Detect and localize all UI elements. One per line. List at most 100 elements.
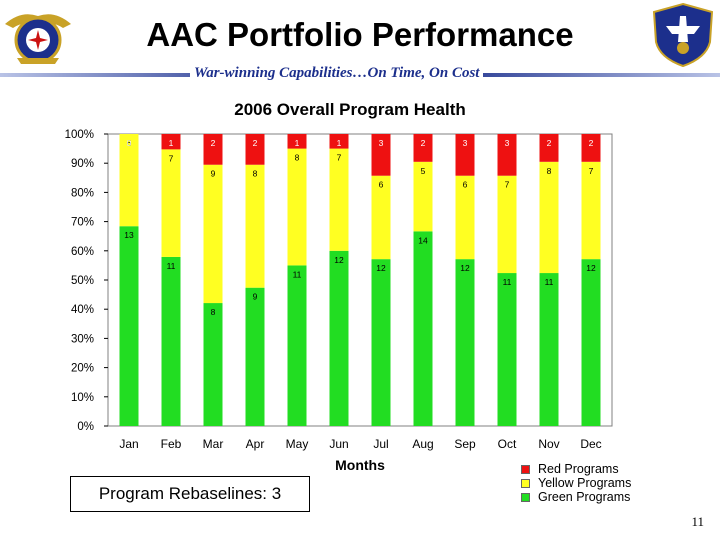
bar-segment-yellow bbox=[161, 149, 181, 257]
data-label-green: 11 bbox=[293, 269, 302, 279]
bar-segment-green bbox=[455, 259, 475, 426]
bar-segment-green bbox=[581, 259, 601, 426]
data-label-yellow: 5 bbox=[421, 166, 426, 176]
bar-segment-red bbox=[245, 134, 265, 165]
data-label-yellow: 8 bbox=[253, 169, 258, 179]
bar-segment-red bbox=[455, 134, 475, 176]
data-label-green: 11 bbox=[545, 277, 554, 287]
data-label-red: 1 bbox=[295, 138, 300, 148]
x-tick-label: Jun bbox=[329, 437, 348, 451]
y-tick-label: 80% bbox=[71, 187, 94, 199]
bar-segment-yellow bbox=[329, 148, 349, 251]
y-tick-label: 70% bbox=[71, 217, 94, 229]
bar-segment-red bbox=[581, 134, 601, 162]
x-tick-label: Jan bbox=[119, 437, 138, 451]
bar-segment-yellow bbox=[119, 134, 139, 227]
bar-segment-green bbox=[539, 273, 559, 426]
legend-swatch-red bbox=[521, 464, 530, 474]
legend-item-green: Green Programs bbox=[521, 490, 631, 504]
y-tick-label: 40% bbox=[71, 304, 94, 316]
aac-command-emblem bbox=[5, 14, 71, 64]
chart-title: 2006 Overall Program Health bbox=[234, 100, 466, 119]
legend-swatch-green bbox=[521, 492, 530, 502]
legend-swatch-yellow bbox=[521, 478, 530, 488]
bar-segment-yellow bbox=[539, 161, 559, 274]
data-label-red: 1 bbox=[169, 138, 174, 148]
data-label-red: 3 bbox=[505, 138, 510, 148]
bar-segment-green bbox=[413, 231, 433, 426]
data-label-green: 8 bbox=[211, 307, 216, 317]
y-tick-label: 100% bbox=[65, 129, 94, 141]
data-label-yellow: 7 bbox=[169, 153, 174, 163]
bar-segment-yellow bbox=[287, 148, 307, 266]
bar-segment-yellow bbox=[413, 161, 433, 232]
data-label-red: 2 bbox=[211, 138, 216, 148]
bar-segment-yellow bbox=[371, 175, 391, 260]
bar-segment-green bbox=[287, 265, 307, 426]
bar-segment-green bbox=[497, 273, 517, 426]
bar-segment-yellow bbox=[245, 164, 265, 288]
data-label-yellow: 6 bbox=[463, 180, 468, 190]
data-label-yellow: 8 bbox=[547, 166, 552, 176]
data-label-red: 0 bbox=[127, 138, 132, 148]
x-tick-label: May bbox=[286, 437, 309, 451]
bar-segment-green bbox=[329, 250, 349, 426]
y-tick-label: 0% bbox=[77, 421, 94, 433]
x-axis-title: Months bbox=[335, 457, 385, 473]
x-tick-label: Dec bbox=[580, 437, 601, 451]
data-label-yellow: 6 bbox=[127, 138, 132, 148]
data-label-green: 12 bbox=[376, 263, 386, 273]
data-label-green: 12 bbox=[586, 263, 596, 273]
data-label-red: 3 bbox=[379, 138, 384, 148]
bar-segment-yellow bbox=[203, 164, 223, 304]
x-tick-label: Mar bbox=[203, 437, 224, 451]
bar-segment-green bbox=[245, 287, 265, 426]
page-number: 11 bbox=[691, 514, 704, 529]
x-tick-label: Oct bbox=[498, 437, 517, 451]
air-armament-center-emblem bbox=[652, 2, 714, 68]
bar-segment-yellow bbox=[455, 175, 475, 260]
rebaseline-box: Program Rebaselines: 3 bbox=[70, 476, 310, 512]
bar-segment-red bbox=[497, 134, 517, 176]
bar-segment-red bbox=[539, 134, 559, 162]
y-tick-label: 30% bbox=[71, 333, 94, 345]
bar-segment-green bbox=[203, 303, 223, 426]
data-label-green: 12 bbox=[460, 263, 470, 273]
data-label-yellow: 7 bbox=[337, 153, 342, 163]
chart-legend: Red Programs Yellow Programs Green Progr… bbox=[521, 462, 631, 504]
bar-segment-green bbox=[161, 256, 181, 426]
x-tick-label: Feb bbox=[161, 437, 182, 451]
x-tick-label: Aug bbox=[412, 437, 433, 451]
data-label-red: 2 bbox=[589, 138, 594, 148]
x-tick-label: Nov bbox=[538, 437, 559, 451]
y-tick-label: 60% bbox=[71, 246, 94, 258]
x-tick-label: Sep bbox=[454, 437, 476, 451]
data-label-yellow: 7 bbox=[589, 166, 594, 176]
bar-segment-red bbox=[329, 134, 349, 149]
legend-label-green: Green Programs bbox=[538, 490, 631, 504]
data-label-red: 2 bbox=[421, 138, 426, 148]
y-tick-label: 20% bbox=[71, 363, 94, 375]
bar-segment-green bbox=[371, 259, 391, 426]
data-label-green: 12 bbox=[334, 255, 344, 265]
data-label-green: 13 bbox=[124, 230, 134, 240]
data-label-red: 3 bbox=[463, 138, 468, 148]
data-label-yellow: 8 bbox=[295, 153, 300, 163]
x-tick-label: Apr bbox=[246, 437, 265, 451]
bar-segment-yellow bbox=[581, 161, 601, 260]
legend-item-yellow: Yellow Programs bbox=[521, 476, 631, 490]
data-label-yellow: 6 bbox=[379, 180, 384, 190]
y-tick-label: 50% bbox=[71, 275, 94, 287]
y-tick-label: 10% bbox=[71, 392, 94, 404]
data-label-red: 2 bbox=[253, 138, 258, 148]
bar-segment-red bbox=[161, 134, 181, 150]
bar-segment-green bbox=[119, 226, 139, 426]
y-tick-label: 90% bbox=[71, 158, 94, 170]
bar-segment-yellow bbox=[497, 175, 517, 274]
data-label-yellow: 7 bbox=[505, 180, 510, 190]
data-label-red: 1 bbox=[337, 138, 342, 148]
data-label-green: 11 bbox=[167, 261, 176, 271]
legend-item-red: Red Programs bbox=[521, 462, 631, 476]
data-label-green: 9 bbox=[253, 292, 258, 302]
bar-segment-red bbox=[287, 134, 307, 149]
